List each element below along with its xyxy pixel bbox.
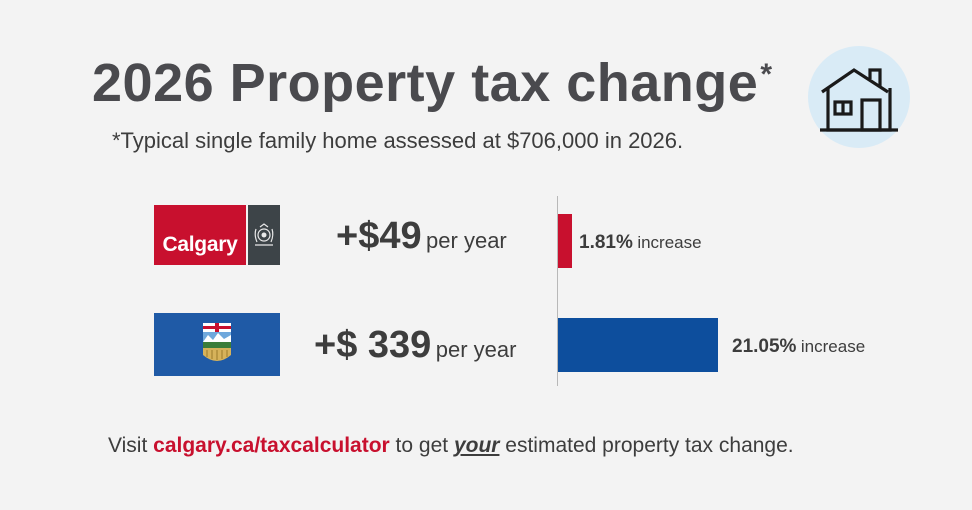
calgary-percent-label: 1.81% increase <box>579 232 702 254</box>
calgary-logo: Calgary <box>154 205 280 265</box>
alberta-amount: +$ 339 per year <box>314 324 516 367</box>
calgary-percent-word: increase <box>637 233 702 252</box>
calgary-amount-unit: per year <box>426 228 507 253</box>
bar-axis-line <box>557 196 558 386</box>
alberta-percent-word: increase <box>800 337 866 356</box>
alberta-amount-value: +$ 339 <box>314 324 432 366</box>
footer-pre: Visit <box>108 434 154 457</box>
calgary-amount-value: +$49 <box>336 215 422 257</box>
alberta-flag <box>154 313 280 376</box>
house-icon <box>808 46 910 148</box>
alberta-shield-icon <box>203 323 231 361</box>
calgary-wordmark: Calgary <box>154 205 246 265</box>
tax-calculator-link[interactable]: calgary.ca/taxcalculator <box>153 434 390 457</box>
calgary-increase-bar <box>558 214 572 268</box>
alberta-percent-label: 21.05% increase <box>732 336 865 358</box>
alberta-amount-unit: per year <box>435 337 517 362</box>
alberta-increase-bar <box>558 318 718 372</box>
title-asterisk: * <box>760 58 773 91</box>
page-title: 2026 Property tax change* <box>92 52 773 114</box>
footer-emphasis: your <box>453 434 500 457</box>
page-subtitle: *Typical single family home assessed at … <box>112 128 684 153</box>
footer-post: estimated property tax change. <box>499 434 794 457</box>
title-text: 2026 Property tax change <box>92 53 759 113</box>
calgary-percent-value: 1.81% <box>579 232 633 253</box>
calgary-crest-icon <box>248 205 280 265</box>
footer-text: Visit calgary.ca/taxcalculator to get yo… <box>108 434 794 458</box>
alberta-percent-value: 21.05% <box>732 336 797 357</box>
calgary-amount: +$49 per year <box>336 215 507 258</box>
footer-mid: to get <box>389 434 454 457</box>
